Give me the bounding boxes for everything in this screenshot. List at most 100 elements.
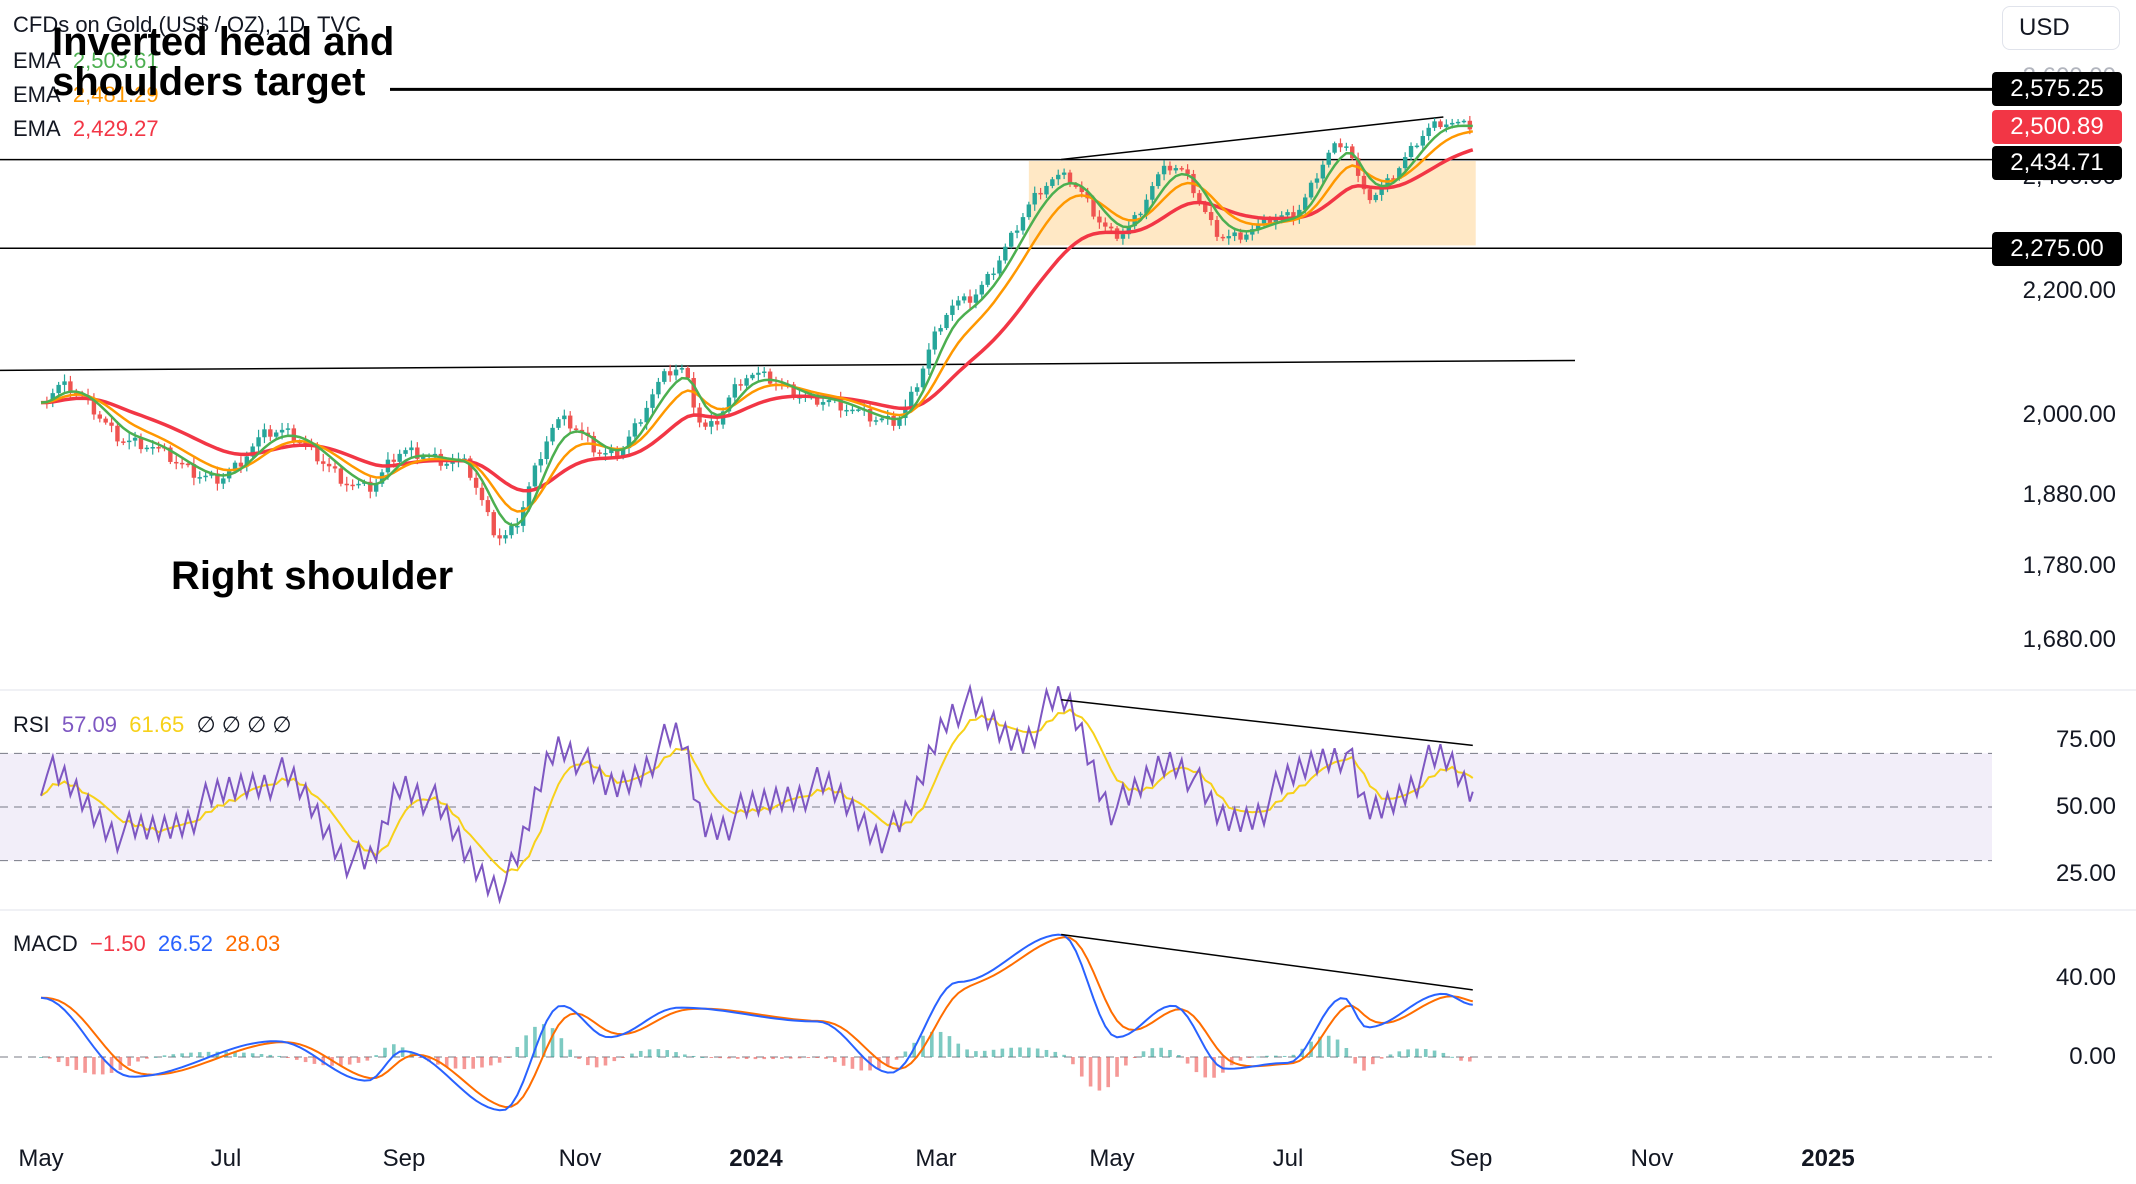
candle-body <box>1203 202 1208 213</box>
macd-signal-value: 28.03 <box>225 931 281 956</box>
macd-histogram-bar <box>65 1057 70 1067</box>
candle-body <box>109 422 114 426</box>
macd-histogram-bar <box>1362 1057 1366 1071</box>
macd-histogram-bar <box>427 1057 431 1062</box>
candle-body <box>215 473 220 484</box>
candle-body <box>326 463 332 467</box>
macd-histogram-bar <box>56 1057 61 1063</box>
macd-legend: MACD −1.50 26.52 28.03 <box>13 931 280 957</box>
macd-histogram-bar <box>515 1046 520 1057</box>
macd-histogram-bar <box>1185 1057 1190 1064</box>
macd-histogram-bar <box>885 1057 890 1066</box>
macd-histogram-bar <box>497 1057 502 1063</box>
candle-body <box>979 284 984 295</box>
macd-histogram-bar <box>145 1057 149 1059</box>
candle-body <box>1003 246 1008 261</box>
macd-histogram-bar <box>162 1055 167 1057</box>
macd-histogram-bar <box>1459 1057 1463 1061</box>
macd-histogram-bar <box>647 1049 652 1057</box>
macd-histogram-bar <box>1035 1048 1040 1057</box>
ema-fast-line <box>40 124 1473 527</box>
candle-body <box>679 368 685 370</box>
macd-histogram-bar <box>586 1057 590 1066</box>
candle-body <box>1414 145 1420 148</box>
candle-body <box>1402 157 1408 169</box>
candle-body <box>1120 234 1126 239</box>
candle-body <box>509 525 514 536</box>
candle-body <box>62 381 67 385</box>
macd-histogram-bar <box>1432 1050 1437 1057</box>
price-trendline <box>1061 116 1444 161</box>
macd-histogram-bar <box>180 1053 184 1057</box>
time-tick-mar-2024: Mar <box>915 1145 957 1172</box>
candle-body <box>985 274 990 285</box>
rsi-pane[interactable] <box>0 683 1992 905</box>
candle-body <box>767 371 773 384</box>
macd-histogram-bar <box>268 1054 273 1057</box>
macd-histogram-bar <box>1371 1057 1375 1065</box>
macd-histogram-bar <box>665 1050 670 1057</box>
macd-histogram-bar <box>197 1052 202 1057</box>
macd-signal-line <box>40 936 1474 1109</box>
candle-body <box>850 409 855 412</box>
candle-body <box>1373 194 1378 201</box>
candle-body <box>221 478 226 484</box>
macd-histogram-bar <box>39 1057 43 1058</box>
candle-body <box>667 371 673 376</box>
candle-body <box>244 456 249 467</box>
time-tick-sep-2024: Sep <box>1449 1145 1493 1172</box>
symbol-title: CFDs on Gold (US$ / OZ), 1D, TVC <box>13 12 362 37</box>
candle-body <box>673 369 679 376</box>
candle-body <box>538 459 543 466</box>
time-tick-2025: 2025 <box>1801 1145 1855 1172</box>
candle-body <box>115 425 120 442</box>
macd-histogram-bar <box>833 1057 837 1063</box>
rsi-signal-value: 61.65 <box>129 712 185 737</box>
candle-body <box>1038 192 1043 195</box>
macd-histogram-bar <box>1379 1057 1384 1059</box>
candle-body <box>1009 232 1014 247</box>
candle-body <box>632 423 638 437</box>
candle-body <box>997 260 1002 274</box>
macd-histogram-bar <box>303 1057 308 1063</box>
candle-body <box>1079 186 1084 192</box>
candle-body <box>1179 168 1184 170</box>
candle-body <box>597 452 602 454</box>
macd-histogram-bar <box>1079 1057 1084 1077</box>
macd-histogram-bar <box>444 1057 449 1067</box>
candle-body <box>1326 152 1331 165</box>
candle-body <box>738 384 743 386</box>
candle-body <box>497 535 502 539</box>
candle-body <box>973 294 979 303</box>
candle-body <box>1303 197 1308 210</box>
price-pane[interactable] <box>0 87 2136 911</box>
macd-histogram-bar <box>1388 1054 1393 1057</box>
candle-body <box>1032 192 1037 205</box>
rsi-tick-50: 50.00 <box>2055 793 2116 820</box>
macd-histogram-bar <box>100 1057 105 1075</box>
candle-body <box>432 453 438 456</box>
currency-button[interactable]: USD <box>2002 6 2120 50</box>
candle-body <box>762 371 767 374</box>
candle-body <box>1332 143 1337 153</box>
macd-histogram-bar <box>1071 1057 1075 1065</box>
candle-body <box>391 459 396 462</box>
macd-histogram-bar <box>1282 1055 1287 1057</box>
candle-body <box>332 466 338 469</box>
macd-histogram-bar <box>1212 1057 1216 1078</box>
candle-body <box>1285 212 1290 216</box>
macd-histogram-bar <box>1132 1057 1137 1058</box>
ema-slow-legend: EMA 2,429.27 <box>13 116 159 142</box>
macd-histogram-bar <box>700 1056 705 1058</box>
macd-pane[interactable] <box>0 933 1992 1112</box>
candle-body <box>1391 178 1396 180</box>
macd-histogram-bar <box>356 1057 361 1063</box>
macd-histogram-bar <box>727 1057 731 1059</box>
macd-label: MACD <box>13 931 78 956</box>
ema-mid-legend: EMA 2,481.29 <box>13 82 159 108</box>
candle-body <box>932 331 937 350</box>
macd-histogram-bar <box>1468 1057 1472 1062</box>
macd-histogram-bar <box>956 1043 961 1057</box>
candle-body <box>756 372 761 375</box>
